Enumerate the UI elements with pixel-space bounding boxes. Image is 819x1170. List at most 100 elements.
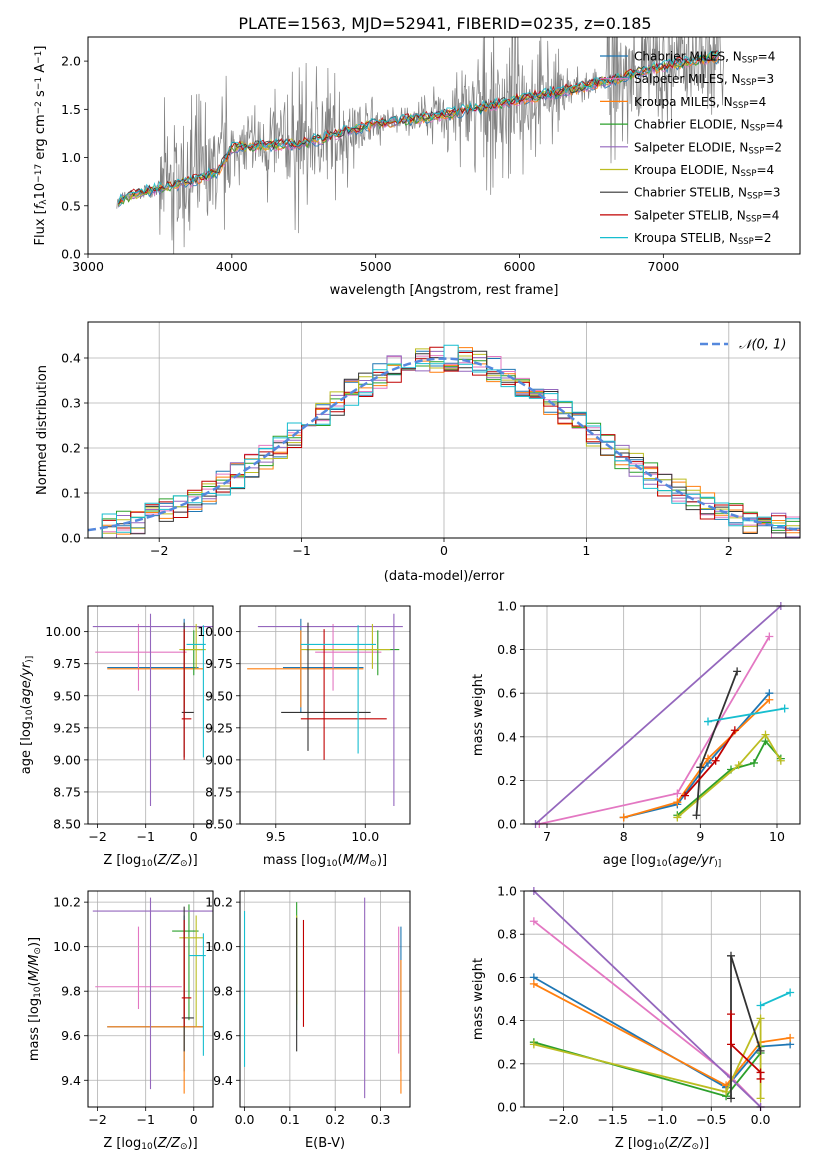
legend-entry-main: Salpeter STELIB, N (634, 208, 746, 222)
x-axis-label-part: ( (153, 1136, 158, 1151)
spectrum-panel: 3000 4000 5000 6000 7000 0.0 0.5 1.0 1.5 2.0 wavel… (33, 36, 801, 298)
y-axis-label-part: A (33, 64, 48, 77)
y-tick-label: 0.0 (61, 247, 81, 262)
y-axis-label-part: −2 (34, 101, 44, 114)
y-axis-label-part: ( (27, 981, 42, 986)
x-axis-label: age [log10(age/yr)] (603, 853, 721, 869)
x-tick-label: 4000 (216, 259, 248, 274)
y-axis-label-part: age/yr (19, 661, 34, 704)
y-tick-label: 9.6 (213, 1028, 233, 1043)
y-axis-label-part: )] (25, 656, 35, 663)
series-marker (692, 811, 701, 820)
y-axis-label-part: ] (33, 46, 48, 51)
x-axis-label-part: Z [log (103, 853, 141, 868)
y-tick-label: 10.2 (53, 895, 81, 910)
axes-frame (239, 890, 411, 1108)
x-axis-label-part: ⊙ (369, 859, 377, 869)
legend-entry: Salpeter MILES, NSSP=3 (634, 72, 774, 88)
legend-entry: Kroupa STELIB, NSSP=2 (634, 231, 772, 247)
y-axis-label-part: Flux [ (33, 209, 48, 245)
age-vs-mass-plot-area (247, 613, 403, 807)
legend-entry: Salpeter ELODIE, NSSP=2 (634, 140, 782, 156)
y-axis-label-part: ( (19, 704, 34, 709)
weight-vs-z-plot-area (529, 887, 795, 1111)
mass-vs-z-panel: −2 −1 09.49.69.810.010.2Z [log10(Z/Z⊙)]mas… (27, 890, 214, 1152)
y-tick-label: 10.0 (53, 939, 81, 954)
series-line (534, 605, 782, 825)
x-tick-label: 3000 (72, 259, 104, 274)
x-axis-label-part: M/M (343, 853, 370, 868)
x-axis-label-part: ( (664, 1136, 669, 1151)
legend-entry: Chabrier ELODIE, NSSP=4 (634, 118, 783, 134)
series-marker (727, 1094, 735, 1103)
series-marker (756, 1014, 765, 1023)
legend-entry-end: =4 (766, 118, 784, 132)
x-axis-label-part: Z/Z (157, 1136, 181, 1151)
histogram-step-line (88, 344, 800, 538)
series-marker (733, 667, 742, 676)
y-tick-label: 0.3 (61, 396, 81, 411)
y-tick-label: 0.2 (497, 773, 517, 788)
x-axis-label-part: ⊙ (180, 1142, 188, 1152)
series-marker (673, 813, 682, 822)
x-axis-label-part: ⊙ (180, 859, 188, 869)
series-marker (776, 756, 785, 765)
legend-entry-sub: SSP (741, 78, 757, 88)
y-tick-label: 9.00 (205, 752, 233, 767)
y-axis-label: age [log10(age/yr)] (19, 656, 35, 774)
legend-entry-sub: SSP (742, 56, 758, 66)
y-tick-label: 8.75 (53, 784, 81, 799)
y-tick-label: 2.0 (61, 54, 81, 69)
x-tick-label: 0 (190, 829, 198, 844)
age-vs-mass-panel: 9.5 10.0 8.50 8.75 9.00 9.25 9.50 9.75 10.00 mass… (197, 605, 411, 869)
x-tick-label: 10 (769, 829, 785, 844)
legend-entry: Kroupa ELODIE, NSSP=4 (634, 163, 774, 179)
legend-entry: Salpeter STELIB, NSSP=4 (634, 208, 779, 224)
x-tick-label: 0.3 (371, 1112, 391, 1127)
y-tick-label: 8.50 (205, 817, 233, 832)
figure-title: PLATE=1563, MJD=52941, FIBERID=0235, z=0… (238, 14, 651, 33)
model-spectrum-line (117, 52, 719, 205)
series-line (533, 890, 762, 1108)
weight-vs-z-panel: −2.0 −1.5 −1.0 −0.5 0.0 0.0 0.2 0.4 0.6 0.8 1.0 Z [… (471, 884, 801, 1152)
series-marker (730, 726, 739, 735)
series-marker (786, 988, 795, 997)
y-axis-label-part: 10 (33, 986, 43, 998)
legend-entry: Chabrier STELIB, NSSP=3 (634, 186, 781, 202)
y-axis-label-part: erg cm (33, 114, 48, 163)
series-marker (756, 1074, 765, 1083)
legend-entry-end: =4 (756, 163, 774, 177)
x-axis-label: E(B-V) (305, 1136, 345, 1151)
legend-entry-sub: SSP (738, 237, 754, 247)
x-axis-label: Z [log10(Z/Z⊙)] (615, 1136, 709, 1152)
x-tick-label: 8 (620, 829, 628, 844)
x-axis-label-part: 10 (141, 1142, 153, 1152)
spectrum-plot-area (116, 37, 725, 254)
y-tick-label: 1.0 (497, 884, 517, 899)
y-axis-label: Flux [fλ10−17 erg cm−2 s−1 A−1] (33, 46, 49, 246)
x-axis-label-part: )] (377, 853, 387, 868)
x-tick-label: −2.0 (548, 1112, 578, 1127)
model-spectrum-line (117, 52, 720, 205)
y-axis-label-part: −1 (34, 77, 44, 90)
y-tick-label: 9.8 (213, 984, 233, 999)
series-marker (673, 798, 682, 807)
x-tick-label: 0.0 (751, 1112, 771, 1127)
series-marker (722, 1087, 731, 1096)
series-marker (727, 1040, 735, 1049)
y-tick-label: 0.6 (497, 970, 517, 985)
series-line (533, 976, 791, 1089)
y-axis-label: mass weight (471, 958, 486, 1040)
legend-entry-main: Salpeter ELODIE, N (634, 140, 748, 154)
y-tick-label: 1.0 (61, 150, 81, 165)
y-axis-label: Normed distribution (35, 365, 50, 495)
x-axis-label: wavelength [Angstrom, rest frame] (330, 283, 559, 298)
x-axis-label-part: )] (188, 1136, 198, 1151)
series-marker (756, 1046, 765, 1055)
observed-spectrum-line (116, 37, 725, 254)
y-tick-label: 0.1 (61, 486, 81, 501)
mass-vs-ebv-plot-area (243, 897, 402, 1099)
x-tick-label: −2 (88, 1112, 106, 1127)
